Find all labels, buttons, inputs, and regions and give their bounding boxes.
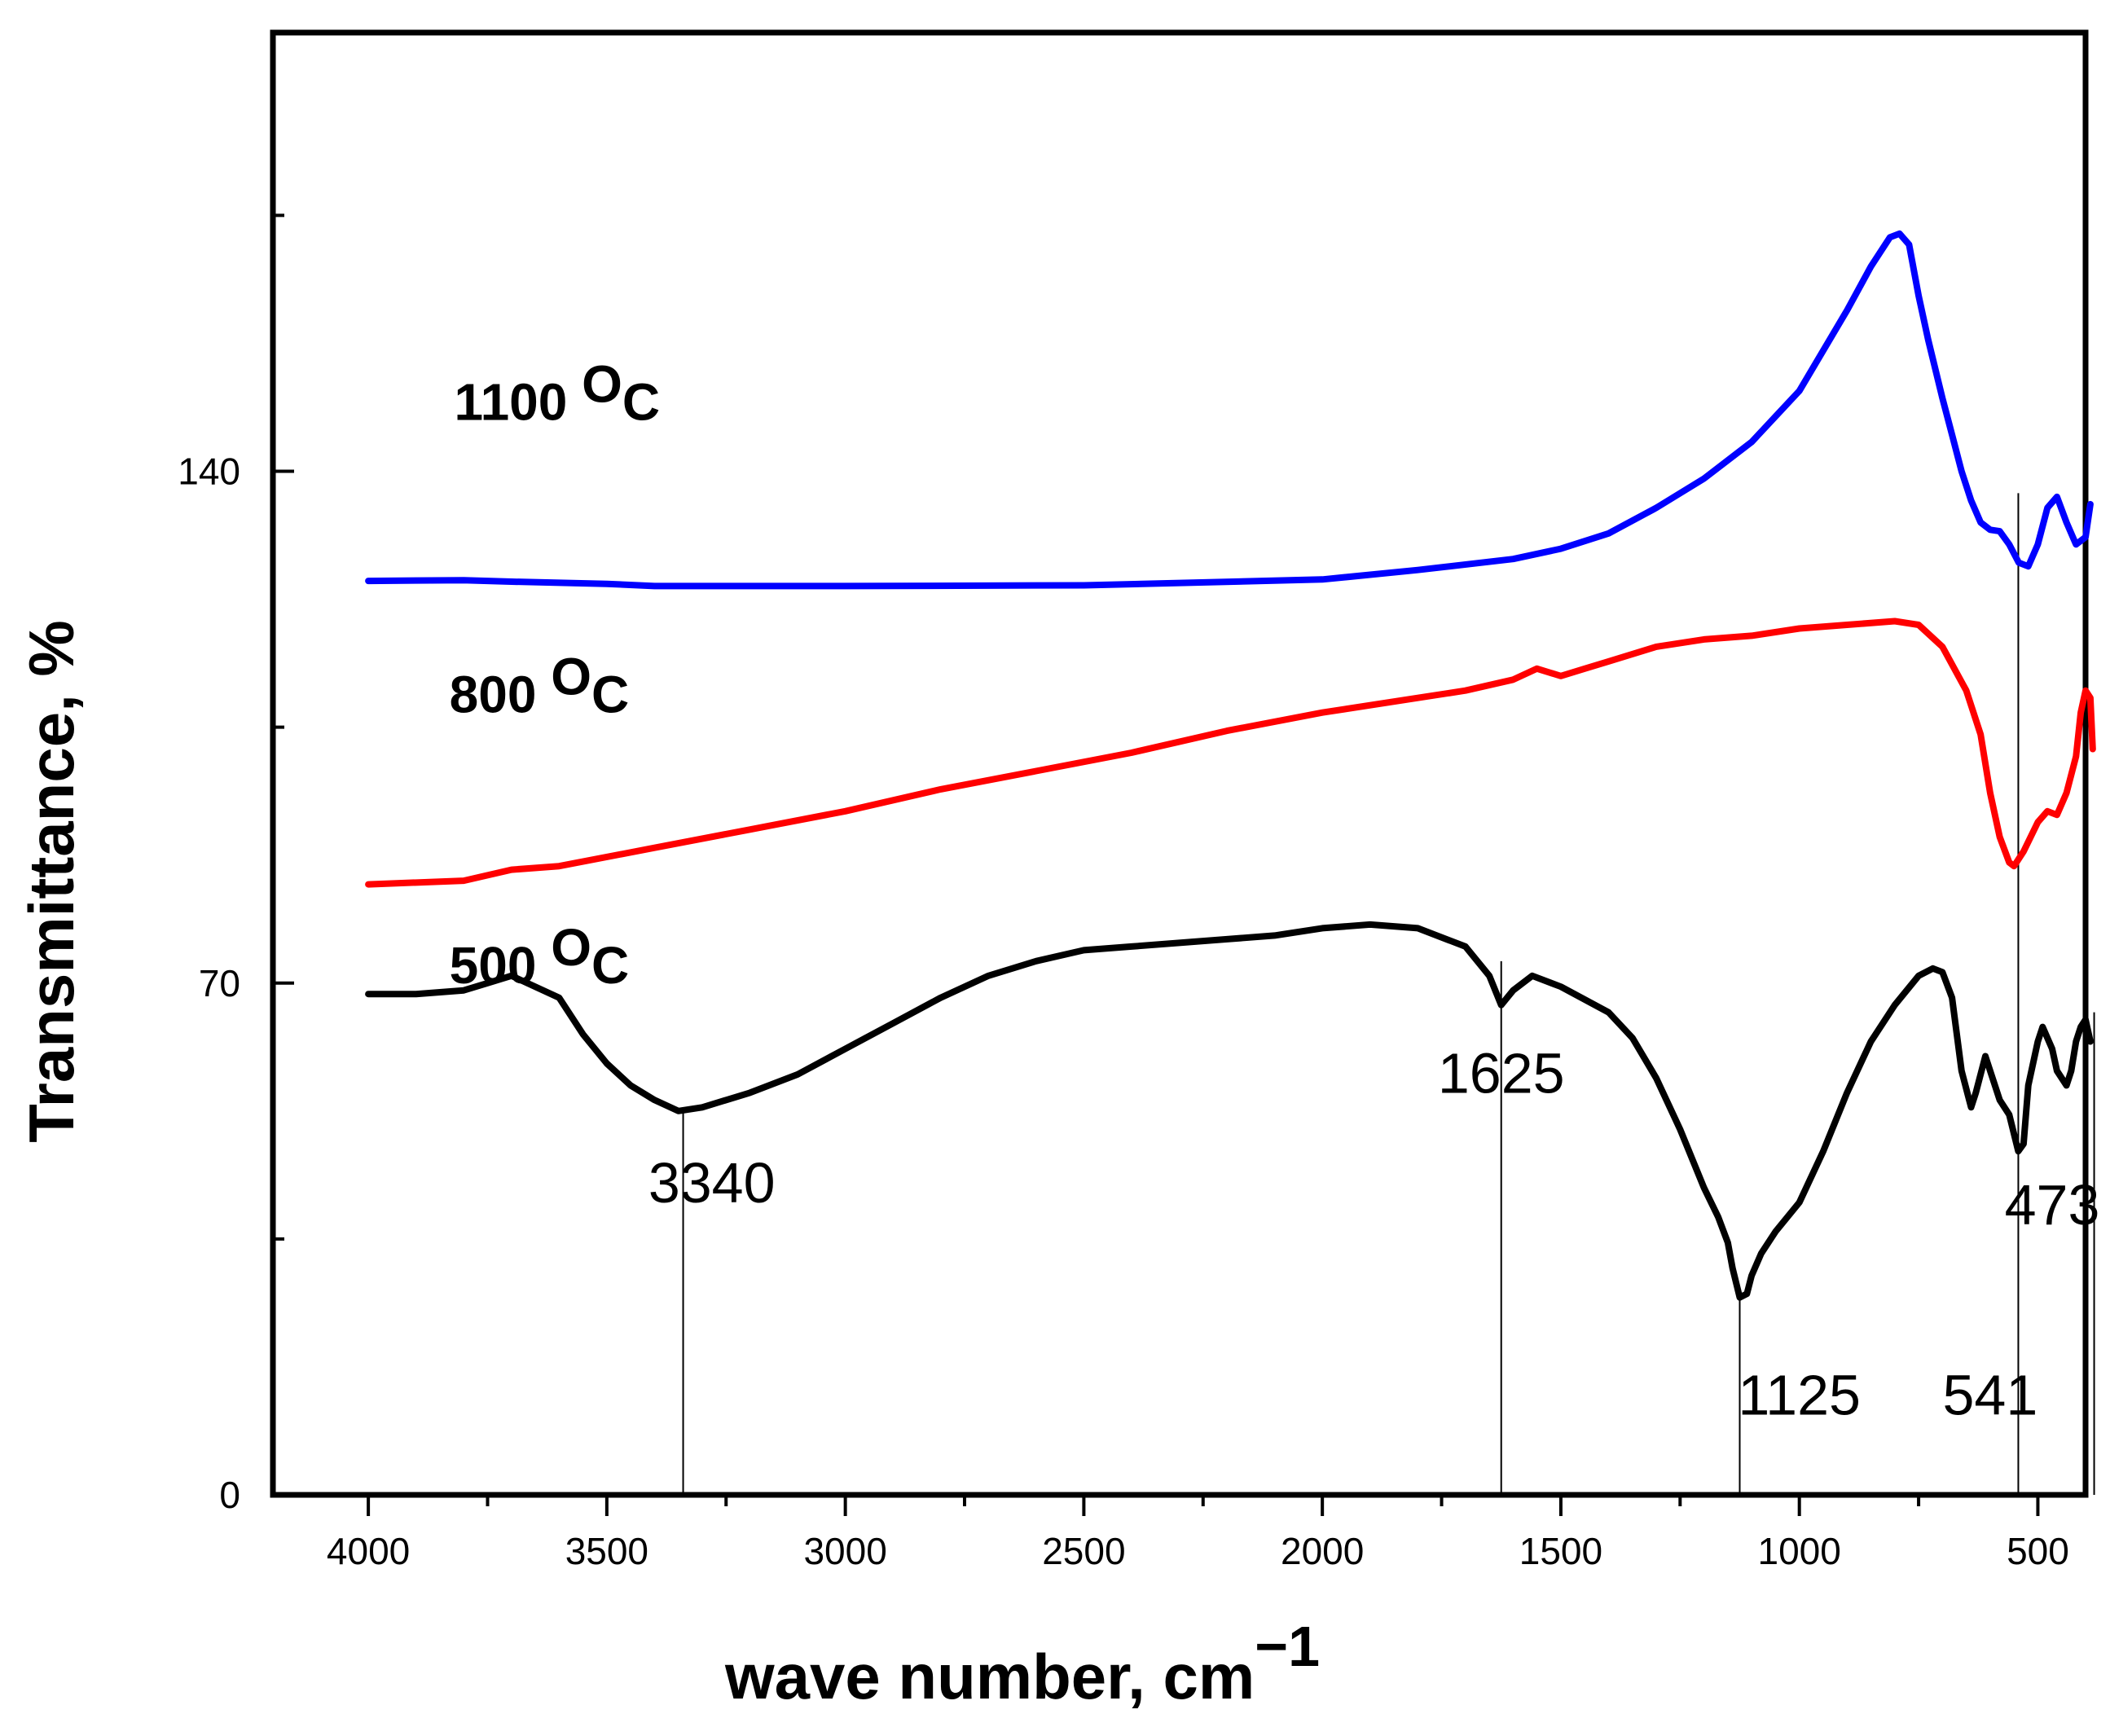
plot-frame <box>270 29 2089 1498</box>
series-lines <box>365 230 2096 1301</box>
peak-lines <box>682 493 2095 1495</box>
series-label-500: 500 OC <box>450 918 630 995</box>
y-axis: 0 70 140 <box>178 213 294 1516</box>
x-tick-label-4000: 4000 <box>327 1530 410 1572</box>
series-label-number: 1100 <box>455 373 582 432</box>
y-tick-label-0: 0 <box>219 1474 240 1516</box>
series-label-unit: C <box>591 666 629 724</box>
x-tick-label-1500: 1500 <box>1519 1530 1602 1572</box>
peak-label-1125: 1125 <box>1738 1363 1861 1426</box>
peak-label-1625: 1625 <box>1438 1041 1565 1105</box>
y-tick-label-140: 140 <box>178 450 240 493</box>
series-label-number: 500 <box>450 936 552 995</box>
x-tick-label-3000: 3000 <box>803 1530 886 1572</box>
series-label-800: 800 OC <box>450 648 630 724</box>
y-tick-label-70: 70 <box>199 962 240 1004</box>
y-axis-title: Transmittance, % <box>15 620 87 1143</box>
x-axis-title-exponent: −1 <box>1255 1615 1320 1678</box>
x-tick-label-1000: 1000 <box>1758 1530 1841 1572</box>
x-axis-title: wave number, cm <box>724 1641 1255 1712</box>
peak-label-541: 541 <box>1942 1363 2037 1426</box>
x-tick-label-500: 500 <box>2007 1530 2069 1572</box>
x-tick-label-2000: 2000 <box>1281 1530 1364 1572</box>
series-line-800 <box>365 617 2096 888</box>
series-label-1100: 1100 OC <box>455 355 661 432</box>
series-line-500 <box>365 921 2094 1301</box>
x-tick-label-3500: 3500 <box>565 1530 648 1572</box>
peak-label-473: 473 <box>2005 1173 2100 1237</box>
peak-labels: 3340 1625 1125 541 473 <box>648 1041 2100 1426</box>
series-line-1100 <box>365 230 2094 590</box>
peak-label-3340: 3340 <box>648 1151 776 1215</box>
x-axis: 4000 3500 3000 2500 2000 1500 1000 500 <box>327 1495 2069 1572</box>
series-label-degree: O <box>582 355 622 414</box>
series-label-number: 800 <box>450 666 552 724</box>
plot-border <box>270 29 2089 1498</box>
series-label-degree: O <box>551 918 591 977</box>
series-label-unit: C <box>591 936 629 995</box>
x-axis-title-group: wave number, cm−1 <box>724 1615 1320 1712</box>
series-label-unit: C <box>622 373 660 432</box>
series-label-degree: O <box>551 648 591 706</box>
x-tick-label-2500: 2500 <box>1042 1530 1125 1572</box>
